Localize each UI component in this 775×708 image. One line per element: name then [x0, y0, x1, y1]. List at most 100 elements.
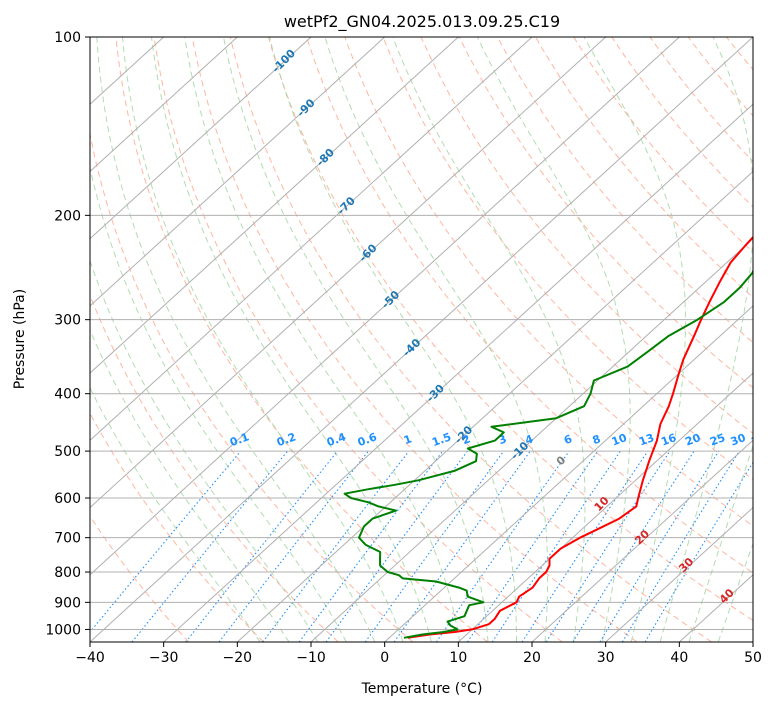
- plot-frame: [89, 36, 754, 643]
- mixing-ratio-label: 6: [562, 432, 574, 447]
- mixing-ratio-line: [185, 450, 339, 642]
- chart-title: wetPf2_GN04.2025.013.09.25.C19: [284, 12, 560, 32]
- moist-adiabat-line: [90, 259, 319, 642]
- y-tick-label: 300: [54, 313, 81, 329]
- isotherm-line: [457, 372, 753, 642]
- mixing-ratio-line: [572, 450, 695, 642]
- isotherm-line: [605, 506, 753, 642]
- y-tick-label: 400: [54, 387, 81, 403]
- x-axis-label: Temperature (°C): [361, 681, 483, 697]
- y-tick-label: 1000: [45, 622, 81, 638]
- y-tick-label: 500: [54, 444, 81, 460]
- mixing-ratio-line: [435, 450, 570, 642]
- isotherm-line: [90, 37, 533, 442]
- mixing-ratio-label: 2: [460, 432, 472, 447]
- dry-adiabat-line: [765, 37, 775, 642]
- moist-adiabat-label: 40: [717, 586, 737, 606]
- moist-adiabat-line: [688, 444, 753, 642]
- mixing-ratio-label: 0.4: [325, 430, 348, 449]
- dry-adiabat-line: [726, 37, 753, 71]
- skewed-isotherms: [90, 37, 753, 642]
- dry-adiabat-line: [420, 37, 753, 434]
- mixing-ratio-line: [644, 461, 753, 642]
- mixing-ratio-line: [131, 450, 289, 642]
- isotherm-line: [310, 237, 753, 642]
- y-tick-label: 800: [54, 565, 81, 581]
- isotherm-line: [384, 305, 753, 642]
- dry-adiabat-line: [90, 131, 414, 642]
- moist-adiabat-line: [583, 37, 686, 642]
- mixing-ratio-line: [262, 450, 410, 642]
- isotherm-line: [90, 37, 607, 509]
- moist-adiabat-line: [122, 37, 404, 642]
- dry-adiabat-line: [687, 37, 753, 117]
- moist-adiabat-line: [392, 37, 586, 642]
- x-tick-label: 20: [523, 650, 541, 666]
- mixing-ratio-label: 30: [729, 431, 748, 449]
- mixing-ratio-label: 4: [523, 432, 535, 447]
- mixing-ratio-line: [90, 450, 242, 633]
- mixing-ratio-line: [467, 450, 599, 642]
- dry-adiabat-line: [458, 37, 753, 389]
- mixing-ratio-label: 0.6: [356, 430, 379, 449]
- moist-adiabat-line: [90, 165, 347, 642]
- isotherm-line: [163, 103, 753, 642]
- moist-adiabat-line: [269, 37, 517, 642]
- x-tick-label: −40: [75, 650, 105, 666]
- isotherm-label: -100: [269, 47, 298, 76]
- isotherm-line: [90, 37, 238, 173]
- moist-adiabat-label: 10: [592, 494, 612, 514]
- dry-adiabat-line: [115, 37, 488, 642]
- mixing-ratio-label: 13: [637, 431, 656, 448]
- y-tick-label: 700: [54, 531, 81, 547]
- moist-adiabat-line: [96, 37, 376, 642]
- x-axis-ticks: −40 −30 −20 −10 0 10 20 30 40 50: [75, 642, 762, 666]
- temperature-line: [407, 235, 753, 639]
- isotherm-line: [90, 37, 459, 374]
- dewpoint-line: [343, 268, 753, 639]
- x-tick-label: 10: [449, 650, 467, 666]
- dry-adiabat-line: [649, 37, 753, 163]
- dry-adiabat-line: [153, 37, 563, 642]
- isotherm-line: [90, 37, 680, 576]
- x-tick-label: 40: [670, 650, 688, 666]
- dry-adiabat-line: [268, 37, 753, 622]
- dry-adiabat-line: [90, 293, 339, 642]
- mixing-ratio-line: [545, 450, 671, 642]
- y-axis-ticks: 1000 900 800 700 600 500 400 300 200 100: [45, 30, 90, 638]
- moist-adiabats: [90, 37, 753, 642]
- mixing-ratio-label: 25: [708, 431, 727, 448]
- mixing-ratio-label: 8: [591, 432, 603, 447]
- mixing-ratio-label: 20: [683, 431, 702, 449]
- moist-adiabat-label: 0: [554, 453, 569, 468]
- isotherm-line: [90, 37, 386, 307]
- x-tick-label: −10: [296, 650, 326, 666]
- moist-adiabat-line: [324, 37, 549, 642]
- mixing-ratio-line: [599, 450, 720, 642]
- mixing-ratio-label: 1: [402, 432, 414, 447]
- mixing-ratio-lines: [90, 450, 753, 642]
- mixing-ratio-line: [364, 450, 505, 642]
- dry-adiabat-line: [306, 37, 753, 574]
- y-tick-label: 200: [54, 208, 81, 224]
- pressure-gridlines: [90, 37, 753, 630]
- x-tick-label: 0: [380, 650, 389, 666]
- moist-adiabat-label: 20: [632, 527, 652, 547]
- dry-adiabat-line: [382, 37, 753, 481]
- mixing-ratio-line: [491, 450, 621, 642]
- dry-adiabat-line: [90, 412, 264, 642]
- x-tick-label: −30: [149, 650, 179, 666]
- moist-adiabat-line: [184, 37, 461, 642]
- moist-adiabat-line: [659, 37, 753, 642]
- mixing-ratio-label: 36: [749, 431, 768, 449]
- mixing-ratio-label: 10: [610, 431, 629, 449]
- y-tick-label: 600: [54, 491, 81, 507]
- moist-adiabat-line: [717, 542, 753, 642]
- y-tick-label: 900: [54, 595, 81, 611]
- x-tick-label: 50: [744, 650, 762, 666]
- x-tick-label: 30: [597, 650, 615, 666]
- moist-adiabat-line: [90, 386, 261, 642]
- isotherm-line: [90, 37, 753, 642]
- moist-adiabat-line: [90, 328, 290, 642]
